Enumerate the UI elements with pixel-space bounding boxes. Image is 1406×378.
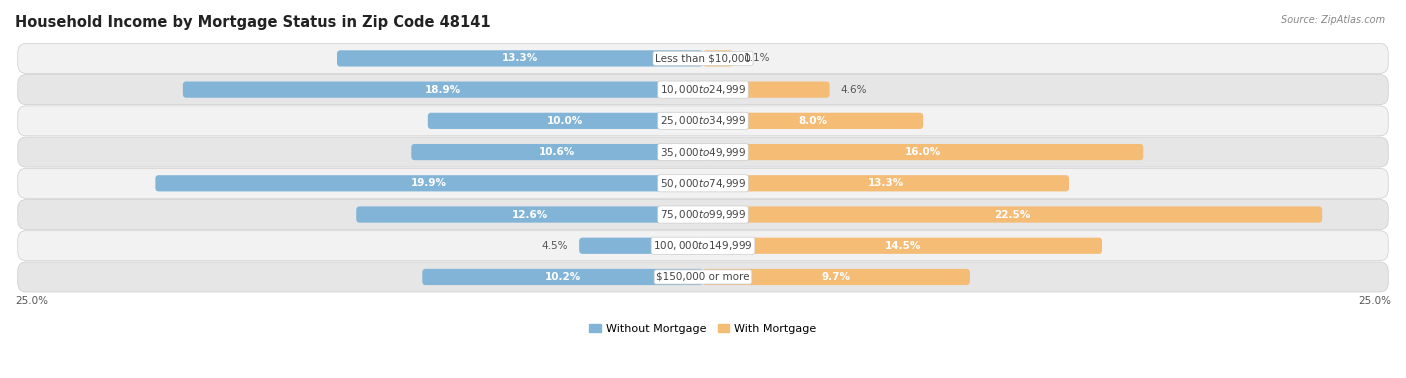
- Text: $35,000 to $49,999: $35,000 to $49,999: [659, 146, 747, 159]
- FancyBboxPatch shape: [155, 175, 703, 191]
- FancyBboxPatch shape: [579, 238, 703, 254]
- FancyBboxPatch shape: [412, 144, 703, 160]
- Text: $100,000 to $149,999: $100,000 to $149,999: [654, 239, 752, 252]
- FancyBboxPatch shape: [703, 175, 1069, 191]
- Text: 22.5%: 22.5%: [994, 209, 1031, 220]
- FancyBboxPatch shape: [356, 206, 703, 223]
- Legend: Without Mortgage, With Mortgage: Without Mortgage, With Mortgage: [585, 319, 821, 338]
- FancyBboxPatch shape: [703, 144, 1143, 160]
- Text: Household Income by Mortgage Status in Zip Code 48141: Household Income by Mortgage Status in Z…: [15, 15, 491, 30]
- FancyBboxPatch shape: [703, 238, 1102, 254]
- FancyBboxPatch shape: [183, 82, 703, 98]
- FancyBboxPatch shape: [18, 168, 1388, 198]
- FancyBboxPatch shape: [18, 43, 1388, 73]
- Text: $25,000 to $34,999: $25,000 to $34,999: [659, 115, 747, 127]
- FancyBboxPatch shape: [422, 269, 703, 285]
- FancyBboxPatch shape: [18, 137, 1388, 167]
- FancyBboxPatch shape: [337, 50, 703, 67]
- Text: 8.0%: 8.0%: [799, 116, 828, 126]
- Text: Source: ZipAtlas.com: Source: ZipAtlas.com: [1281, 15, 1385, 25]
- FancyBboxPatch shape: [703, 206, 1322, 223]
- Text: 10.2%: 10.2%: [544, 272, 581, 282]
- FancyBboxPatch shape: [18, 106, 1388, 136]
- FancyBboxPatch shape: [427, 113, 703, 129]
- FancyBboxPatch shape: [703, 82, 830, 98]
- Text: 13.3%: 13.3%: [868, 178, 904, 188]
- FancyBboxPatch shape: [18, 262, 1388, 292]
- FancyBboxPatch shape: [18, 200, 1388, 229]
- Text: 10.6%: 10.6%: [538, 147, 575, 157]
- Text: $10,000 to $24,999: $10,000 to $24,999: [659, 83, 747, 96]
- Text: 14.5%: 14.5%: [884, 241, 921, 251]
- Text: 12.6%: 12.6%: [512, 209, 548, 220]
- Text: $50,000 to $74,999: $50,000 to $74,999: [659, 177, 747, 190]
- FancyBboxPatch shape: [703, 269, 970, 285]
- Text: 13.3%: 13.3%: [502, 53, 538, 64]
- Text: 10.0%: 10.0%: [547, 116, 583, 126]
- Text: 25.0%: 25.0%: [1358, 296, 1391, 306]
- Text: $150,000 or more: $150,000 or more: [657, 272, 749, 282]
- Text: $75,000 to $99,999: $75,000 to $99,999: [659, 208, 747, 221]
- Text: 4.6%: 4.6%: [841, 85, 868, 94]
- Text: Less than $10,000: Less than $10,000: [655, 53, 751, 64]
- Text: 9.7%: 9.7%: [823, 272, 851, 282]
- Text: 16.0%: 16.0%: [905, 147, 941, 157]
- Text: 18.9%: 18.9%: [425, 85, 461, 94]
- Text: 1.1%: 1.1%: [744, 53, 770, 64]
- Text: 4.5%: 4.5%: [541, 241, 568, 251]
- FancyBboxPatch shape: [18, 231, 1388, 261]
- FancyBboxPatch shape: [703, 113, 924, 129]
- Text: 25.0%: 25.0%: [15, 296, 48, 306]
- FancyBboxPatch shape: [18, 74, 1388, 105]
- FancyBboxPatch shape: [703, 50, 734, 67]
- Text: 19.9%: 19.9%: [411, 178, 447, 188]
